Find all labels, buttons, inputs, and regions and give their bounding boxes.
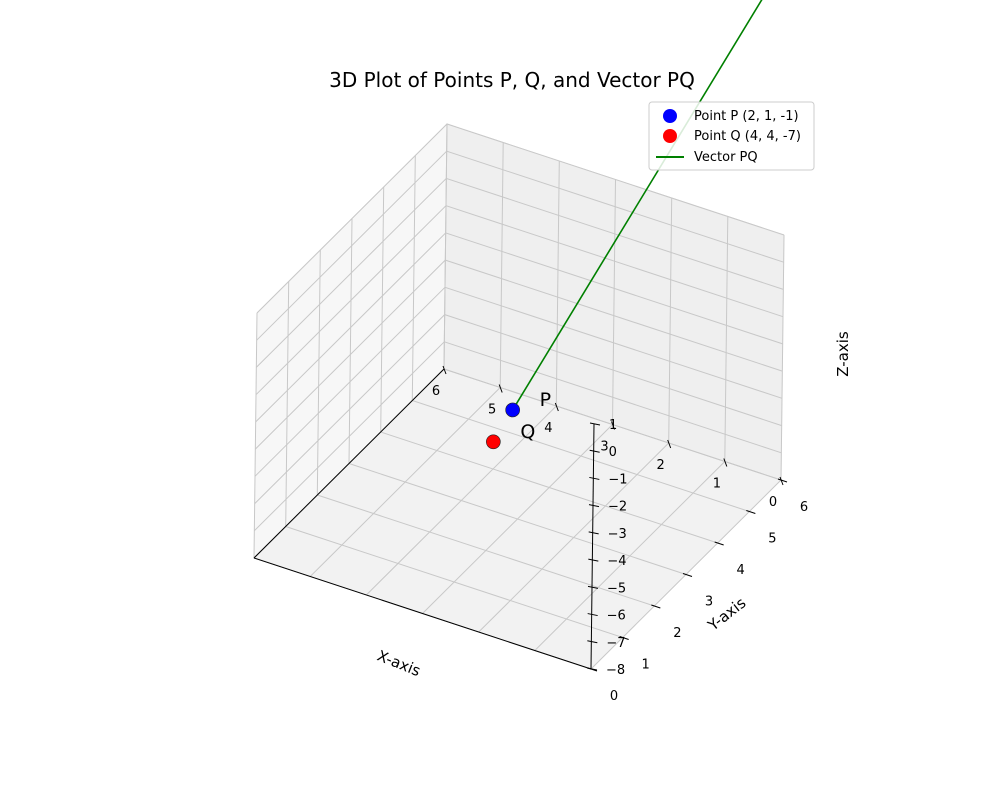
chart-title: 3D Plot of Points P, Q, and Vector PQ bbox=[329, 68, 695, 92]
y-tick-label: 6 bbox=[800, 500, 808, 515]
point-q-marker bbox=[486, 434, 501, 450]
point-p-marker bbox=[505, 402, 520, 418]
z-tick bbox=[589, 449, 600, 453]
x-axis-line bbox=[253, 557, 592, 670]
grid-line-z bbox=[254, 286, 783, 477]
z-tick bbox=[589, 476, 600, 480]
z-tick bbox=[587, 640, 598, 644]
x-tick bbox=[498, 384, 503, 393]
x-tick-label: 1 bbox=[713, 477, 721, 492]
x-tick-label: 0 bbox=[769, 495, 777, 510]
y-axis-line bbox=[253, 368, 445, 559]
x-tick-label: 4 bbox=[544, 421, 552, 436]
z-tick-label: −8 bbox=[606, 663, 625, 678]
z-tick bbox=[587, 613, 598, 617]
legend: Point P (2, 1, -1) Point Q (4, 4, -7) Ve… bbox=[648, 101, 815, 171]
z-tick-label: −3 bbox=[608, 527, 627, 542]
z-tick-label: −1 bbox=[608, 472, 627, 487]
y-tick-label: 5 bbox=[768, 532, 776, 547]
y-tick bbox=[682, 573, 693, 577]
z-tick-label: −2 bbox=[608, 500, 627, 515]
x-axis-label: X-axis bbox=[375, 647, 424, 681]
z-axis-line bbox=[590, 423, 595, 670]
x-tick bbox=[611, 421, 615, 430]
legend-marker-q bbox=[663, 129, 677, 143]
x-tick bbox=[667, 439, 672, 449]
x-tick bbox=[723, 458, 728, 467]
axes: 0 1 2 3 4 5 6 0 1 2 3 4 5 6 1 0 −1 −2 −3 −4 −5 −6 −7 −8 bbox=[253, 365, 808, 704]
z-tick bbox=[588, 558, 599, 562]
z-tick-label: −5 bbox=[607, 581, 626, 596]
z-tick-label: −6 bbox=[607, 609, 626, 624]
x-tick-label: 5 bbox=[488, 403, 496, 418]
z-tick bbox=[588, 531, 599, 535]
x-tick-label: 6 bbox=[432, 384, 440, 399]
x-tick bbox=[554, 402, 559, 412]
y-tick-label: 3 bbox=[705, 595, 713, 610]
z-tick-label: 1 bbox=[609, 418, 617, 433]
grid-line-z bbox=[256, 123, 785, 314]
y-tick-label: 4 bbox=[737, 563, 745, 578]
y-tick bbox=[651, 604, 661, 609]
axes-panes bbox=[253, 122, 785, 670]
z-tick bbox=[589, 422, 601, 426]
z-tick bbox=[587, 585, 599, 589]
legend-label-q: Point Q (4, 4, -7) bbox=[694, 129, 801, 144]
point-p-label: P bbox=[540, 389, 551, 411]
grid-line-z bbox=[255, 232, 783, 423]
z-tick bbox=[588, 504, 600, 508]
grid-line-z bbox=[255, 205, 784, 396]
z-tick bbox=[586, 667, 598, 671]
grid-line-z bbox=[254, 314, 782, 504]
grid-line-z bbox=[255, 177, 784, 368]
x-tick-label: 2 bbox=[657, 458, 665, 473]
grid-line-z bbox=[256, 150, 784, 341]
x-tick-label: 3 bbox=[600, 440, 608, 455]
legend-marker-p bbox=[663, 109, 677, 123]
y-tick bbox=[714, 541, 724, 546]
y-tick-label: 0 bbox=[610, 689, 618, 704]
z-tick-label: −4 bbox=[607, 554, 626, 569]
grid-line-z bbox=[253, 341, 782, 532]
x-tick bbox=[442, 365, 447, 375]
y-tick-label: 1 bbox=[642, 658, 650, 673]
z-tick-label: −7 bbox=[606, 636, 625, 651]
y-tick bbox=[619, 636, 629, 640]
legend-label-vector: Vector PQ bbox=[694, 150, 758, 165]
point-q-label: Q bbox=[520, 421, 535, 443]
z-tick-label: 0 bbox=[609, 445, 617, 460]
x-tick bbox=[779, 476, 784, 486]
legend-label-p: Point P (2, 1, -1) bbox=[694, 109, 799, 124]
z-axis-label: Z-axis bbox=[834, 331, 852, 377]
y-tick-label: 2 bbox=[673, 626, 681, 641]
y-tick bbox=[746, 510, 756, 514]
legend-frame bbox=[648, 101, 815, 171]
grid-line-z bbox=[254, 259, 783, 450]
y-tick bbox=[777, 478, 788, 483]
